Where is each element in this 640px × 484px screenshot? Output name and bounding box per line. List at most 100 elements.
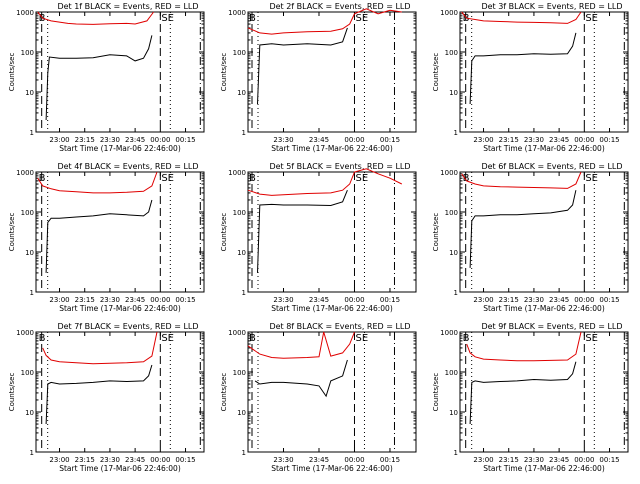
y-tick-label: 1 [30,289,34,297]
x-tick-label: 23:30 [524,456,544,464]
y-axis-label: Counts/sec [8,53,16,92]
y-tick-label: 1000 [228,329,246,337]
y-tick-label: 10 [25,89,34,97]
plot-frame [247,11,417,133]
x-tick-label: 23:15 [499,456,519,464]
panel-title: Det 1f BLACK = Events, RED = LLD [57,2,198,11]
series-line-black [45,364,153,425]
panel-det-8: Det 8f BLACK = Events, RED = LLD 1 10 100 10… [220,322,417,473]
marker-label: B [249,333,256,344]
y-tick-label: 1000 [16,329,34,337]
panel-title: Det 6f BLACK = Events, RED = LLD [481,162,622,171]
x-tick-label: 00:15 [380,136,400,144]
y-tick-label: 1 [454,449,458,457]
x-tick-label: 23:15 [499,296,519,304]
y-tick-label: 1 [242,129,246,137]
x-tick-label: 00:00 [344,296,364,304]
x-tick-label: 23:45 [309,296,329,304]
series-line-black [469,190,577,268]
marker-label: SE [585,173,598,184]
y-tick-label: 1 [242,449,246,457]
y-tick-label: 100 [21,369,34,377]
x-tick-label: 00:00 [344,136,364,144]
panel-title: Det 5f BLACK = Events, RED = LLD [269,162,410,171]
y-axis-label: Counts/sec [220,213,228,252]
x-tick-label: 23:15 [499,136,519,144]
x-tick-label: 00:15 [599,136,619,144]
x-tick-label: 23:45 [125,296,145,304]
x-tick-label: 23:30 [273,456,293,464]
series-line-black [469,361,577,425]
x-tick-label: 00:15 [380,456,400,464]
series-line-red [461,11,582,24]
series-line-black [469,32,577,105]
marker-label: B [249,173,256,184]
y-tick-label: 100 [233,49,246,57]
y-axis-label: Counts/sec [8,213,16,252]
y-tick-label: 10 [25,249,34,257]
y-axis-label: Counts/sec [432,213,440,252]
x-tick-label: 23:00 [473,296,493,304]
y-tick-label: 10 [449,249,458,257]
x-axis-label: Start Time (17-Mar-06 22:46:00) [271,304,393,313]
y-tick-label: 1 [242,289,246,297]
x-tick-label: 23:00 [473,456,493,464]
series-line-red [466,331,582,362]
panel-title: Det 3f BLACK = Events, RED = LLD [481,2,622,11]
x-tick-label: 23:30 [524,296,544,304]
x-tick-label: 00:00 [344,456,364,464]
y-tick-label: 1000 [228,169,246,177]
x-tick-label: 23:15 [75,456,95,464]
x-axis-label: Start Time (17-Mar-06 22:46:00) [483,464,605,473]
x-tick-label: 23:30 [100,136,120,144]
x-axis-label: Start Time (17-Mar-06 22:46:00) [59,304,181,313]
panel-title: Det 2f BLACK = Events, RED = LLD [269,2,410,11]
marker-label: B [39,333,46,344]
plot-frame [459,11,629,133]
y-tick-label: 100 [21,209,34,217]
y-tick-label: 100 [445,49,458,57]
x-tick-label: 23:00 [473,136,493,144]
y-tick-label: 10 [237,249,246,257]
x-tick-label: 23:45 [549,296,569,304]
y-tick-label: 1 [454,289,458,297]
x-tick-label: 23:45 [309,456,329,464]
series-line-black [254,359,348,398]
panel-det-3: Det 3f BLACK = Events, RED = LLD 1 10 100 10… [432,2,629,153]
y-tick-label: 1000 [228,9,246,17]
y-axis-label: Counts/sec [8,373,16,412]
x-tick-label: 23:15 [75,136,95,144]
plot-frame [459,171,629,293]
x-tick-label: 00:00 [574,136,594,144]
y-axis-label: Counts/sec [220,373,228,412]
y-tick-label: 100 [233,209,246,217]
marker-label: SE [355,173,368,184]
series-line-black [257,27,348,105]
marker-label: SE [355,333,368,344]
y-tick-label: 1000 [440,169,458,177]
x-axis-label: Start Time (17-Mar-06 22:46:00) [271,144,393,153]
plot-frame [459,331,629,453]
y-tick-label: 1000 [440,9,458,17]
panel-det-2: Det 2f BLACK = Events, RED = LLD 1 10 100 10… [220,2,417,153]
x-tick-label: 23:30 [273,136,293,144]
x-axis-label: Start Time (17-Mar-06 22:46:00) [59,144,181,153]
y-tick-label: 100 [21,49,34,57]
y-tick-label: 100 [445,209,458,217]
panel-det-1: Det 1f BLACK = Events, RED = LLD 1 10 100 10… [8,2,205,153]
x-axis-label: Start Time (17-Mar-06 22:46:00) [483,304,605,313]
marker-label: B [249,13,256,24]
marker-label: SE [355,13,368,24]
y-axis-label: Counts/sec [432,373,440,412]
panel-det-4: Det 4f BLACK = Events, RED = LLD 1 10 100 10… [8,162,205,313]
x-tick-label: 00:15 [175,136,195,144]
plot-frame [247,171,417,293]
x-tick-label: 00:15 [599,296,619,304]
series-line-red [461,171,582,189]
x-tick-label: 00:15 [175,456,195,464]
marker-label: B [463,13,470,24]
panel-title: Det 8f BLACK = Events, RED = LLD [269,322,410,331]
x-tick-label: 00:15 [175,296,195,304]
x-tick-label: 23:45 [549,456,569,464]
